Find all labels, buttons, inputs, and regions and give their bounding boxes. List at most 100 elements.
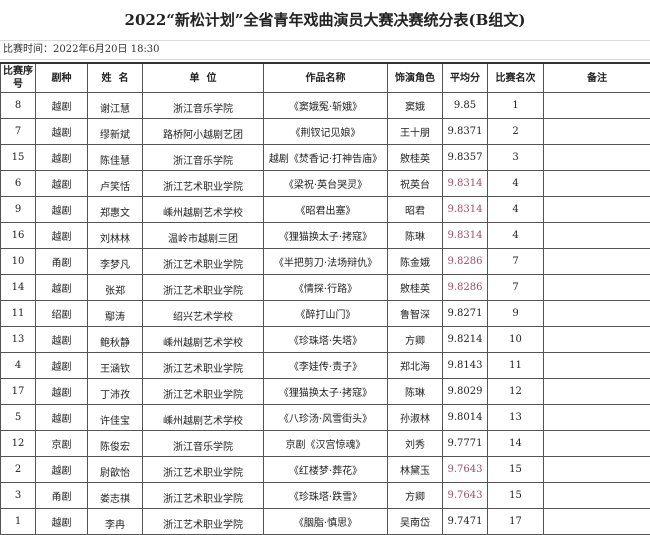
header-rank: 比赛名次 <box>488 63 544 93</box>
cell-unit: 路桥阿小越剧艺团 <box>143 119 264 145</box>
cell-rank: 17 <box>488 509 544 535</box>
cell-contestant-no: 2 <box>1 457 36 483</box>
cell-unit: 嵊州越剧艺术学校 <box>143 405 264 431</box>
cell-work-title: 《半把剪刀·法场辩仇》 <box>264 249 388 275</box>
cell-work-title: 《窦娥冤·斩娥》 <box>264 93 388 119</box>
cell-role: 敫桂英 <box>388 145 443 171</box>
cell-rank: 1 <box>488 93 544 119</box>
cell-rank: 11 <box>488 353 544 379</box>
header-genre: 剧种 <box>36 63 88 93</box>
cell-name: 张郑 <box>88 275 143 301</box>
cell-score: 9.8371 <box>443 119 488 145</box>
cell-unit: 浙江艺术职业学院 <box>143 171 264 197</box>
cell-contestant-no: 9 <box>1 197 36 223</box>
cell-contestant-no: 6 <box>1 171 36 197</box>
cell-contestant-no: 13 <box>1 327 36 353</box>
cell-unit: 浙江艺术职业学院 <box>143 457 264 483</box>
cell-unit: 嵊州越剧艺术学校 <box>143 327 264 353</box>
cell-score: 9.85 <box>443 93 488 119</box>
cell-note <box>544 275 650 301</box>
header-score: 平均分 <box>443 63 488 93</box>
cell-name: 鲍秋静 <box>88 327 143 353</box>
table-header: 比赛序号 剧种 姓 名 单 位 作品名称 饰演角色 平均分 比赛名次 备注 <box>1 63 650 93</box>
cell-contestant-no: 17 <box>1 379 36 405</box>
cell-note <box>544 223 650 249</box>
cell-name: 丁沛孜 <box>88 379 143 405</box>
cell-unit: 嵊州越剧艺术学校 <box>143 197 264 223</box>
header-name: 姓 名 <box>88 63 143 93</box>
cell-name: 李冉 <box>88 509 143 535</box>
cell-work-title: 《情探·行路》 <box>264 275 388 301</box>
cell-genre: 越剧 <box>36 353 88 379</box>
header-no: 比赛序号 <box>1 63 36 93</box>
cell-work-title: 《狸猫换太子·拷寇》 <box>264 379 388 405</box>
header-role: 饰演角色 <box>388 63 443 93</box>
cell-genre: 越剧 <box>36 509 88 535</box>
cell-work-title: 《胭脂·慎思》 <box>264 509 388 535</box>
cell-genre: 京剧 <box>36 431 88 457</box>
cell-work-title: 《昭君出塞》 <box>264 197 388 223</box>
cell-work-title: 《珍珠塔·失塔》 <box>264 327 388 353</box>
cell-genre: 越剧 <box>36 457 88 483</box>
cell-score: 9.8357 <box>443 145 488 171</box>
cell-role: 孙淑林 <box>388 405 443 431</box>
cell-role: 陈琳 <box>388 379 443 405</box>
cell-role: 吴南岱 <box>388 509 443 535</box>
cell-score: 9.8029 <box>443 379 488 405</box>
cell-contestant-no: 4 <box>1 353 36 379</box>
cell-name: 郑惠文 <box>88 197 143 223</box>
cell-role: 祝英台 <box>388 171 443 197</box>
cell-name: 尉歆怡 <box>88 457 143 483</box>
cell-rank: 7 <box>488 275 544 301</box>
cell-genre: 越剧 <box>36 405 88 431</box>
cell-role: 陈琳 <box>388 223 443 249</box>
cell-score: 9.8271 <box>443 301 488 327</box>
cell-role: 郑北海 <box>388 353 443 379</box>
cell-name: 刘林林 <box>88 223 143 249</box>
cell-note <box>544 171 650 197</box>
cell-genre: 越剧 <box>36 197 88 223</box>
cell-unit: 浙江音乐学院 <box>143 145 264 171</box>
cell-note <box>544 405 650 431</box>
cell-role: 昭君 <box>388 197 443 223</box>
cell-name: 谢江慧 <box>88 93 143 119</box>
cell-note <box>544 197 650 223</box>
cell-unit: 浙江艺术职业学院 <box>143 249 264 275</box>
cell-unit: 浙江艺术职业学院 <box>143 509 264 535</box>
cell-note <box>544 457 650 483</box>
cell-contestant-no: 15 <box>1 145 36 171</box>
header-note: 备注 <box>544 63 650 93</box>
cell-note <box>544 379 650 405</box>
cell-contestant-no: 11 <box>1 301 36 327</box>
cell-rank: 4 <box>488 223 544 249</box>
cell-contestant-no: 12 <box>1 431 36 457</box>
cell-genre: 绍剧 <box>36 301 88 327</box>
cell-note <box>544 145 650 171</box>
cell-name: 鄢涛 <box>88 301 143 327</box>
cell-score: 9.8214 <box>443 327 488 353</box>
cell-rank: 14 <box>488 431 544 457</box>
cell-note <box>544 119 650 145</box>
cell-note <box>544 301 650 327</box>
cell-note <box>544 431 650 457</box>
cell-contestant-no: 3 <box>1 483 36 509</box>
cell-name: 陈俊宏 <box>88 431 143 457</box>
cell-rank: 13 <box>488 405 544 431</box>
cell-score: 9.8286 <box>443 249 488 275</box>
cell-rank: 15 <box>488 457 544 483</box>
cell-role: 王十朋 <box>388 119 443 145</box>
competition-time: 比赛时间：2022年6月20日 18:30 <box>0 41 650 60</box>
cell-contestant-no: 8 <box>1 93 36 119</box>
cell-work-title: 京剧《汉宫惊魂》 <box>264 431 388 457</box>
cell-work-title: 《珍珠塔·跌雪》 <box>264 483 388 509</box>
cell-genre: 越剧 <box>36 171 88 197</box>
